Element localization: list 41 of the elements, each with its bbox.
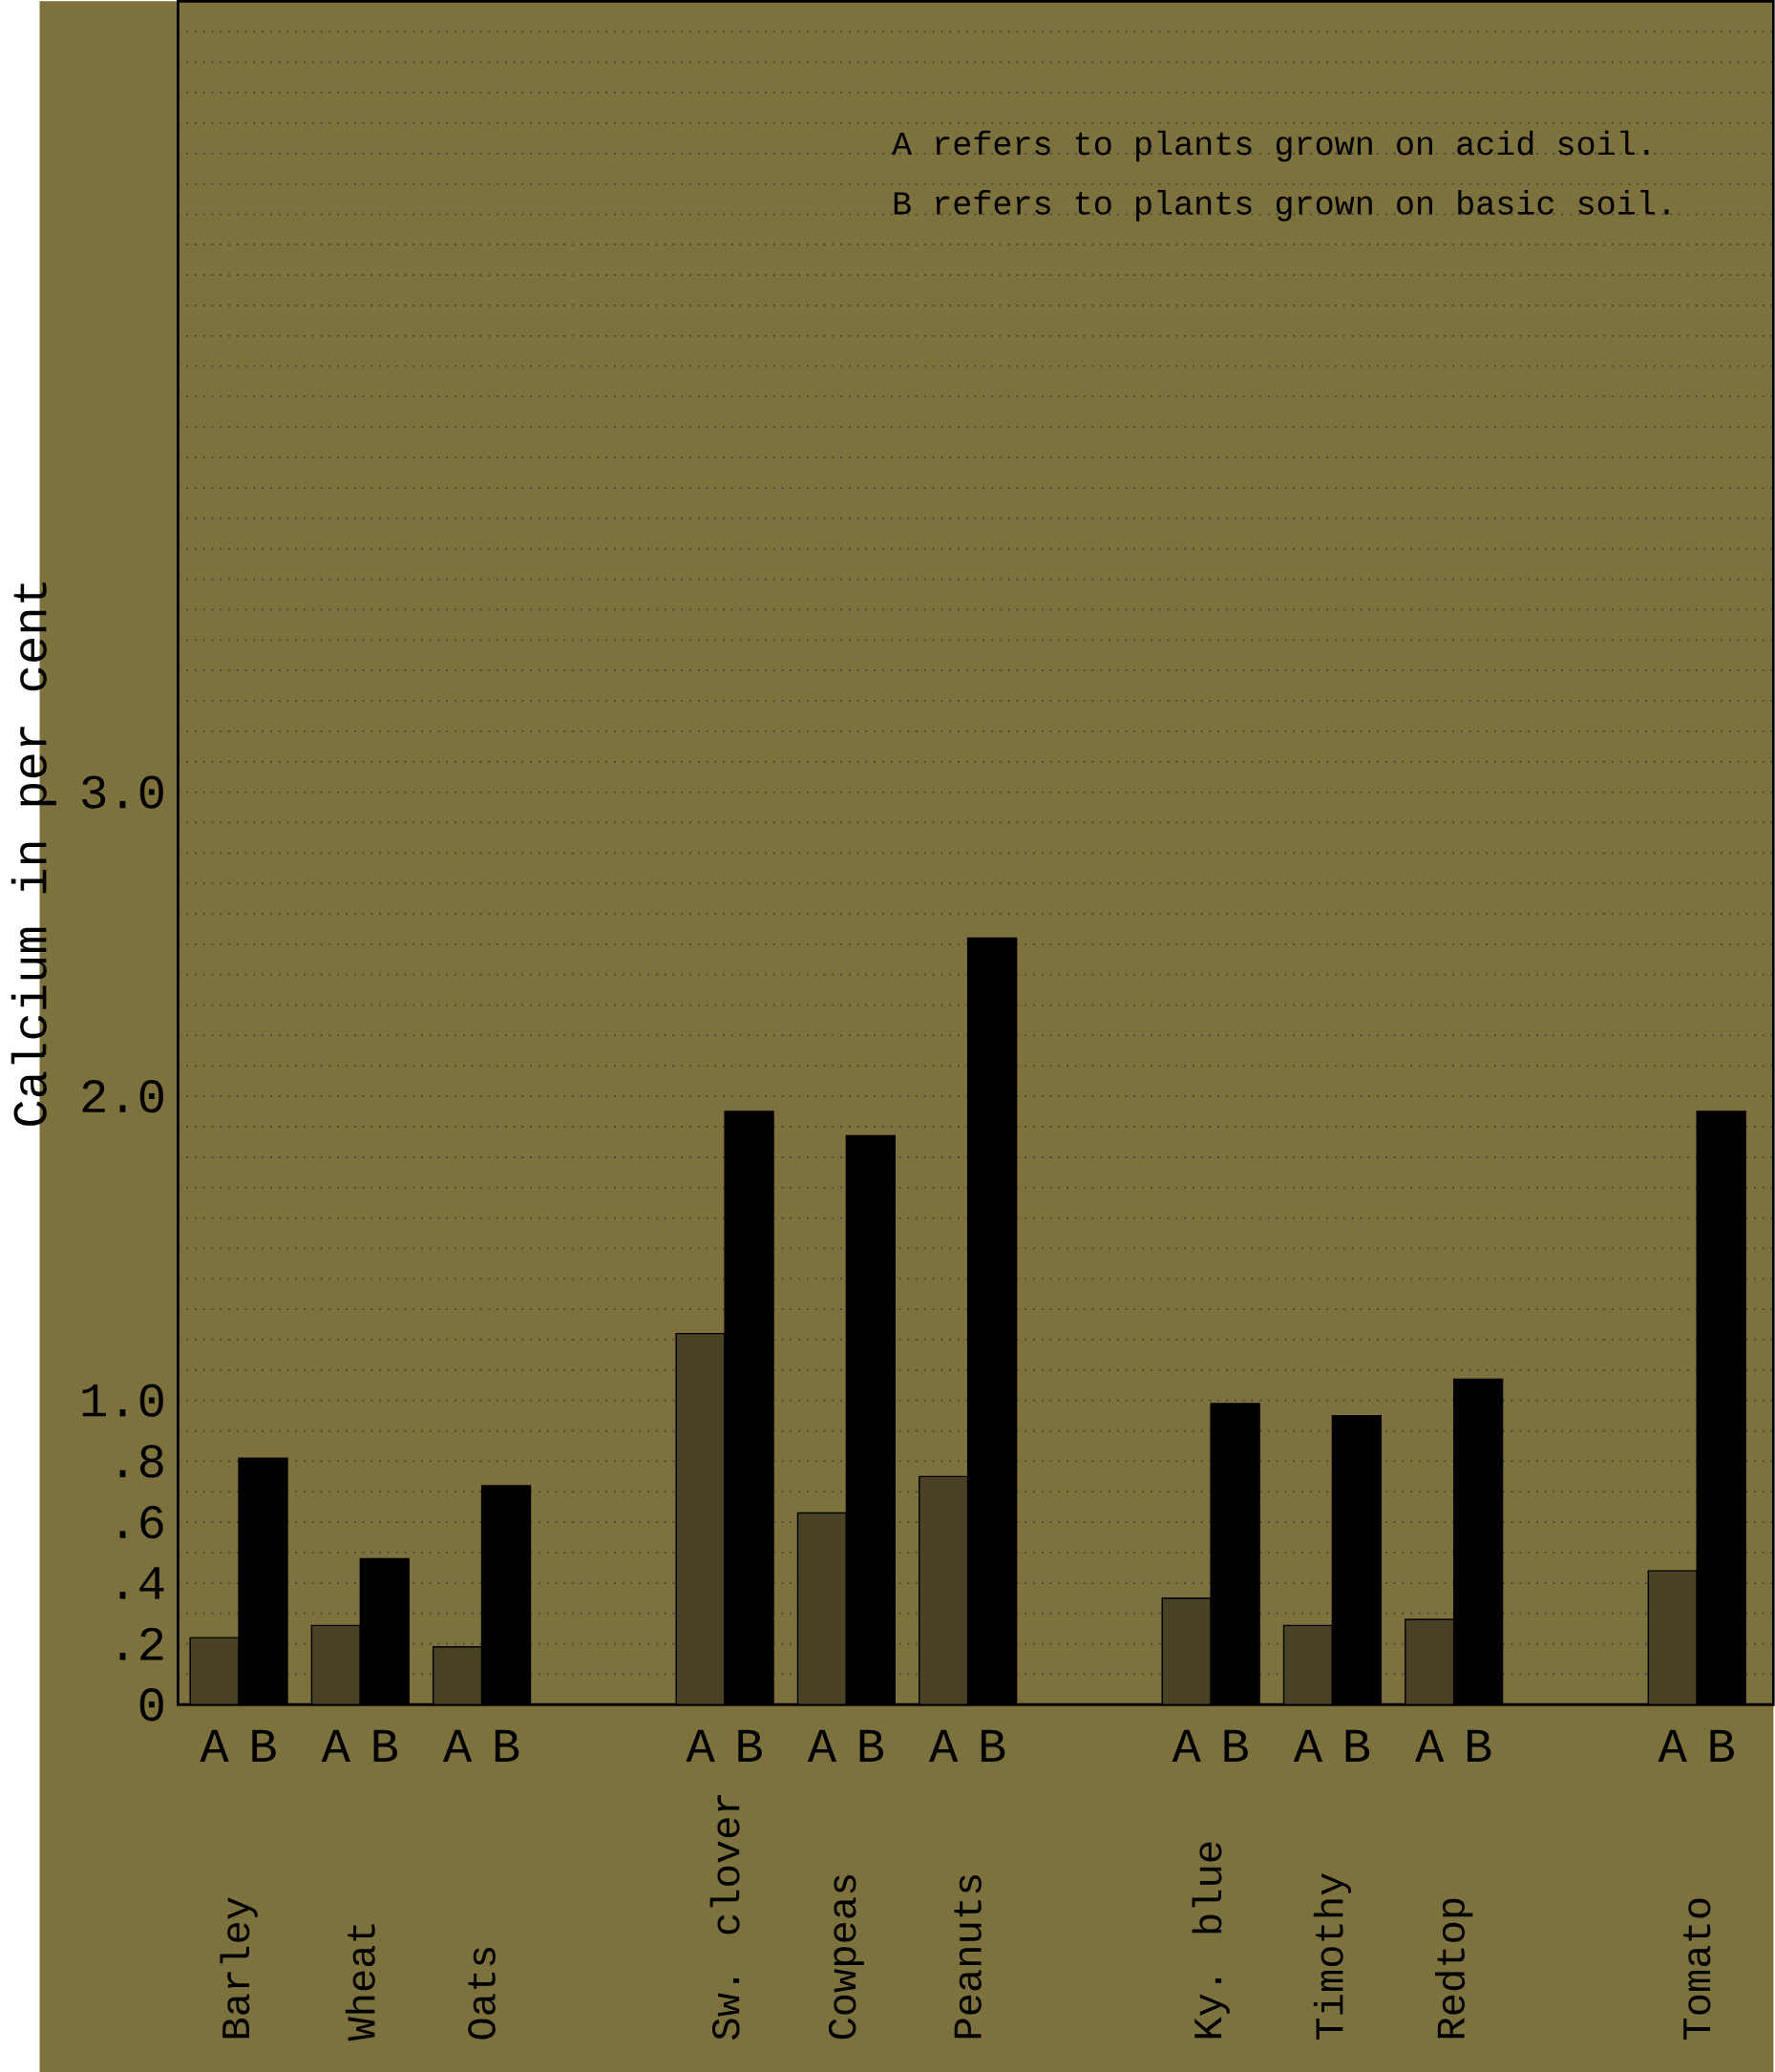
- y-tick-label: .6: [119, 1505, 163, 1539]
- x-tick-label: Wheat: [345, 1924, 375, 2041]
- x-tick-label: Ky. blue: [1192, 1842, 1230, 2039]
- text: B: [738, 1729, 762, 1763]
- y-axis-title: Calcium in per cent: [11, 582, 56, 1126]
- x-tick-label: Oats: [468, 1947, 496, 2040]
- text: A: [1293, 1729, 1323, 1763]
- text: B: [1345, 1729, 1370, 1763]
- x-tick-label: Sw. clover: [709, 1795, 740, 2040]
- y-tick-label: .8: [119, 1445, 163, 1478]
- text: A: [321, 1729, 351, 1763]
- annotation: A refers to plants grown on acid soil.: [892, 130, 1649, 162]
- y-tick-label: 1.0: [82, 1384, 163, 1417]
- text: B: [1710, 1729, 1735, 1763]
- text: A: [807, 1729, 837, 1763]
- y-tick-label: .2: [119, 1627, 163, 1660]
- text: B: [1224, 1729, 1248, 1763]
- x-tick-label: Cowpeas: [829, 1875, 864, 2040]
- y-tick-label: 0: [139, 1688, 163, 1722]
- x-tick-label: Peanuts: [954, 1875, 982, 2039]
- x-tick-label: Redtop: [1435, 1898, 1473, 2039]
- text: B: [982, 1729, 1005, 1763]
- text: A: [443, 1729, 473, 1763]
- x-tick-label: Barley: [220, 1897, 258, 2039]
- x-tick-label: Tomato: [1683, 1898, 1711, 2040]
- text: A: [1415, 1729, 1445, 1763]
- x-tick-label: Timothy: [1313, 1872, 1352, 2040]
- y-tick-label: 3.0: [82, 775, 163, 809]
- annotation: B refers to plants grown on basic soil.: [894, 190, 1669, 222]
- text: A: [686, 1729, 715, 1763]
- text: A: [1658, 1729, 1687, 1763]
- text: B: [496, 1729, 519, 1763]
- text: B: [1468, 1729, 1491, 1763]
- text: B: [859, 1729, 884, 1763]
- y-tick-label: .4: [119, 1567, 164, 1599]
- text: A: [929, 1729, 959, 1763]
- text: B: [373, 1729, 398, 1763]
- series-label: B: [252, 1729, 276, 1763]
- text: A: [1172, 1729, 1201, 1763]
- series-label: A: [200, 1729, 229, 1763]
- y-tick-label: 2.0: [82, 1079, 163, 1113]
